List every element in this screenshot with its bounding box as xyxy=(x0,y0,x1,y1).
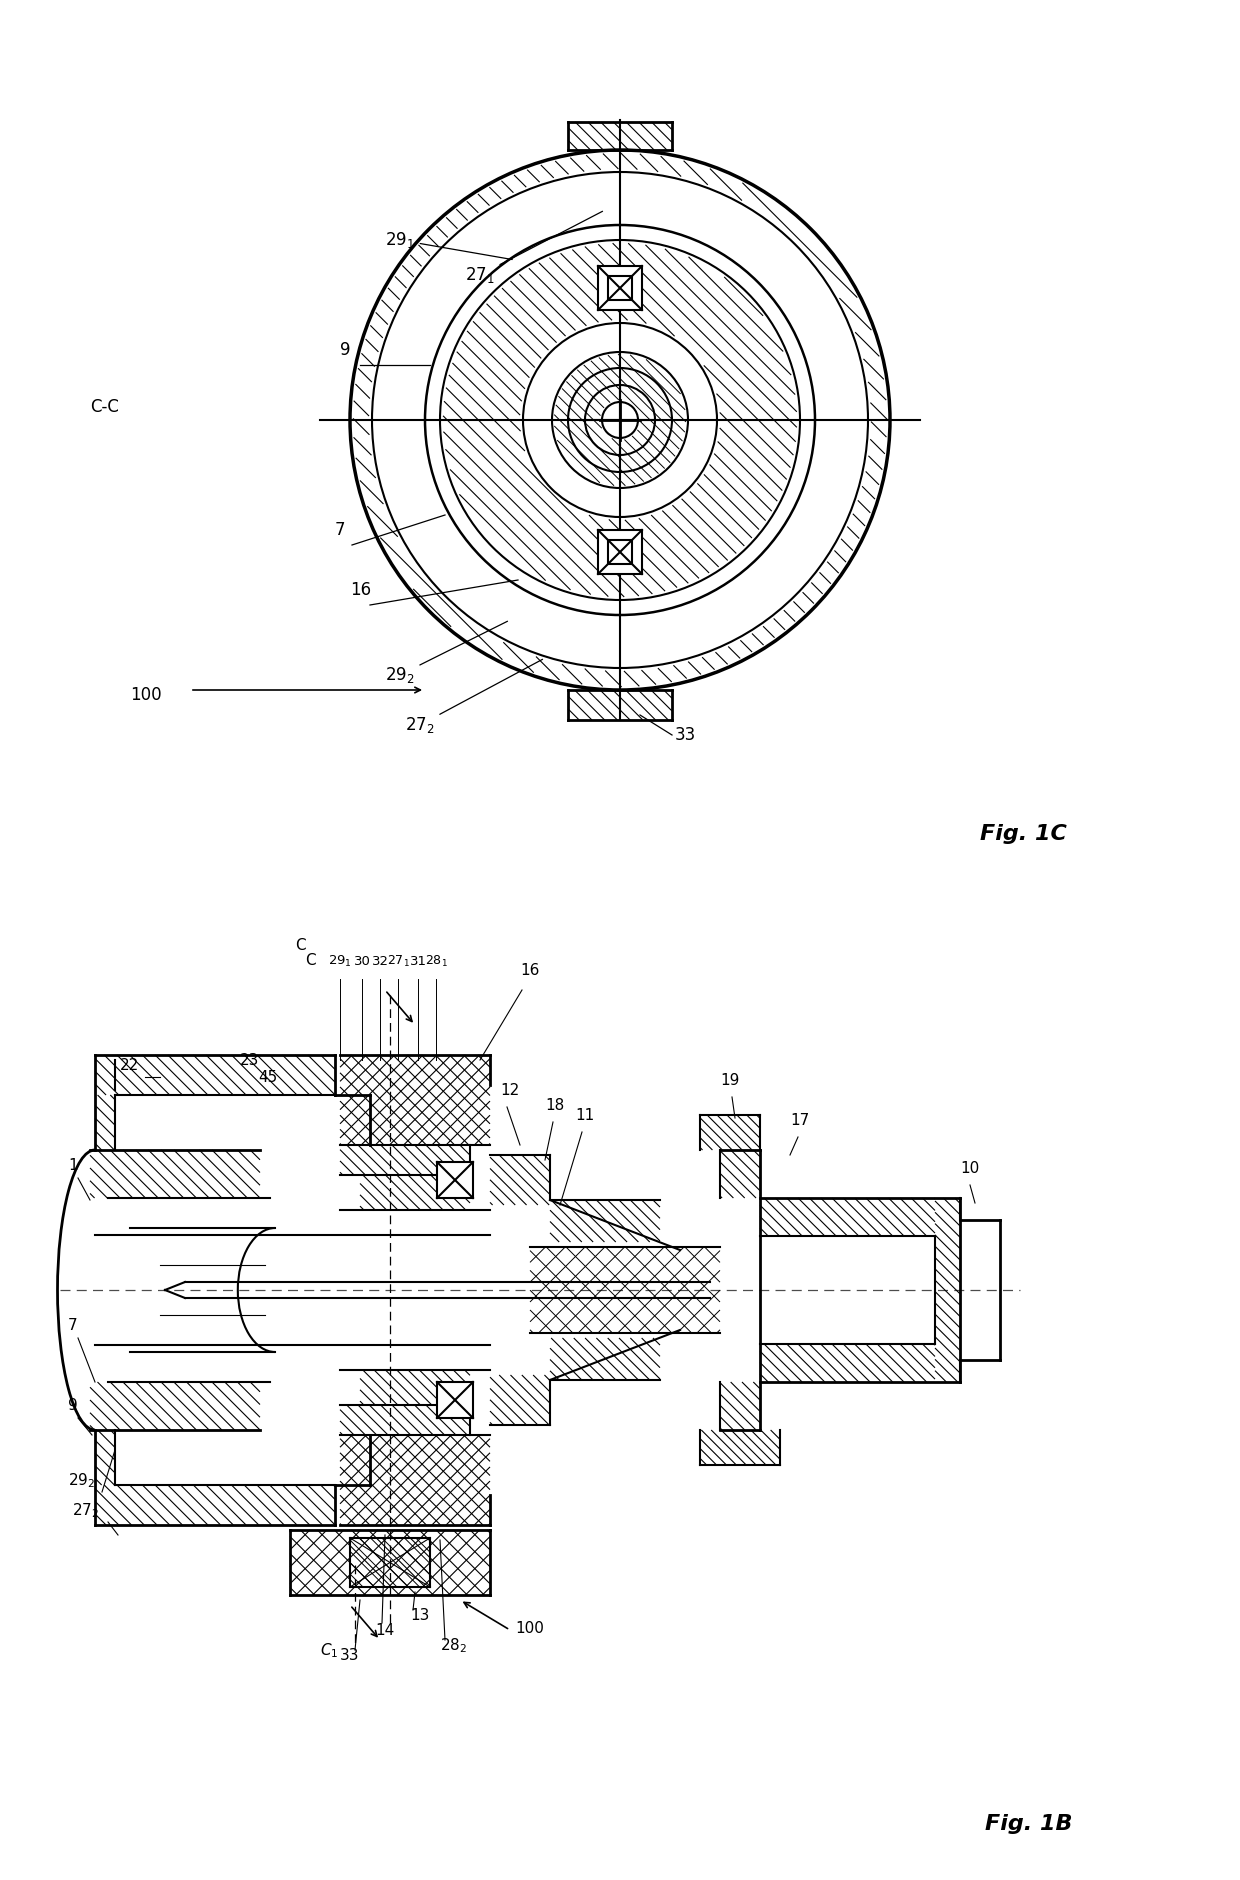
Text: 13: 13 xyxy=(410,1607,429,1622)
Text: $27_1$: $27_1$ xyxy=(387,953,409,968)
Text: $28_1$: $28_1$ xyxy=(424,953,448,968)
Text: 100: 100 xyxy=(130,686,161,703)
Text: 32: 32 xyxy=(372,955,388,968)
Text: 9: 9 xyxy=(340,340,351,359)
Text: 100: 100 xyxy=(515,1621,544,1636)
Text: 10: 10 xyxy=(960,1162,980,1177)
Text: 7: 7 xyxy=(335,521,346,540)
Text: 11: 11 xyxy=(575,1107,594,1122)
Text: 7: 7 xyxy=(68,1318,78,1333)
Text: C: C xyxy=(295,938,305,953)
Bar xyxy=(608,276,632,301)
Bar xyxy=(608,540,632,564)
Bar xyxy=(598,530,642,573)
Text: 17: 17 xyxy=(790,1113,810,1128)
Text: 33: 33 xyxy=(675,726,696,744)
Text: 19: 19 xyxy=(720,1073,739,1089)
Text: $29_1$: $29_1$ xyxy=(329,953,352,968)
Text: 9: 9 xyxy=(68,1399,78,1414)
Text: 18: 18 xyxy=(546,1098,564,1113)
Text: $28_2$: $28_2$ xyxy=(440,1636,467,1654)
Bar xyxy=(436,1162,472,1198)
Text: 30: 30 xyxy=(353,955,371,968)
Text: 45: 45 xyxy=(258,1070,278,1085)
Text: C: C xyxy=(305,953,315,968)
Text: 1: 1 xyxy=(68,1158,78,1173)
Text: 23: 23 xyxy=(241,1053,259,1068)
Text: $C_1$: $C_1$ xyxy=(320,1641,339,1660)
Text: 14: 14 xyxy=(374,1622,394,1637)
Text: $29_2$: $29_2$ xyxy=(68,1470,95,1489)
Text: 22: 22 xyxy=(120,1058,139,1073)
Text: 16: 16 xyxy=(520,963,539,978)
Text: 31: 31 xyxy=(409,955,427,968)
Text: $29_1$: $29_1$ xyxy=(384,229,512,259)
Text: $27_2$: $27_2$ xyxy=(405,660,543,735)
Text: 12: 12 xyxy=(500,1083,520,1098)
Bar xyxy=(598,265,642,310)
Text: Fig. 1C: Fig. 1C xyxy=(980,823,1066,844)
Text: Fig. 1B: Fig. 1B xyxy=(985,1814,1073,1835)
Bar xyxy=(436,1382,472,1418)
Text: 33: 33 xyxy=(340,1649,360,1664)
Text: $27_1$: $27_1$ xyxy=(465,211,603,286)
Text: C-C: C-C xyxy=(91,399,119,415)
Text: $29_2$: $29_2$ xyxy=(384,620,507,684)
Text: 16: 16 xyxy=(350,581,371,600)
Text: $27_2$: $27_2$ xyxy=(72,1500,99,1519)
